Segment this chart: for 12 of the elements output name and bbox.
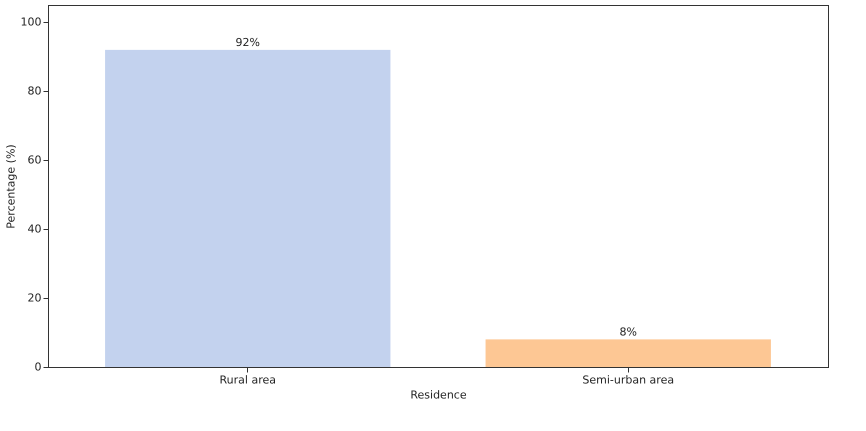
y-tick-label: 20 xyxy=(28,292,42,305)
y-axis-title: Percentage (%) xyxy=(4,144,18,229)
y-tick-label: 60 xyxy=(28,154,42,167)
x-tick-label: Rural area xyxy=(220,374,276,386)
y-tick-label: 0 xyxy=(34,360,42,374)
y-tick-label: 100 xyxy=(20,16,42,29)
y-tick-label: 40 xyxy=(28,222,42,236)
x-axis-title: Residence xyxy=(410,388,467,402)
y-tick-label: 80 xyxy=(28,84,42,98)
data-label: 92% xyxy=(236,36,260,49)
x-tick-label: Semi-urban area xyxy=(582,374,674,386)
data-label: 8% xyxy=(620,325,637,338)
